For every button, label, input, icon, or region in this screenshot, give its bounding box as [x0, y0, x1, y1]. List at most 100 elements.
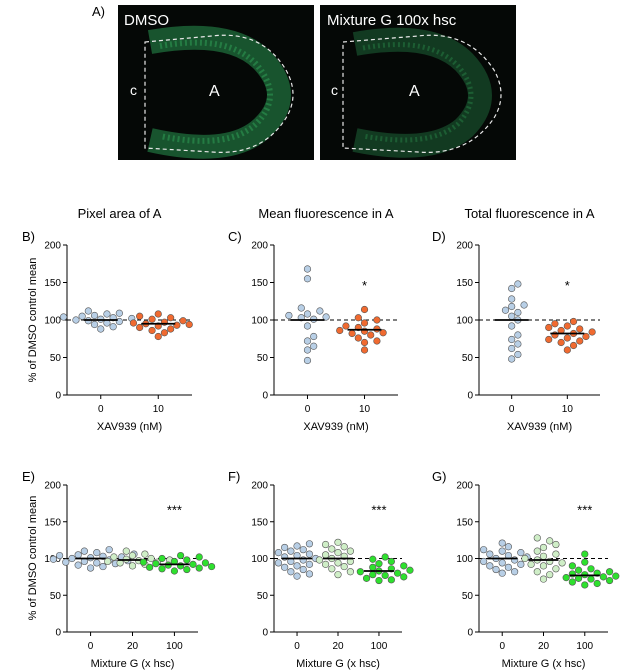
y-tick-label: 150	[456, 517, 473, 528]
data-point	[533, 547, 541, 555]
data-point	[381, 571, 389, 580]
x-tick-label: 10	[153, 404, 165, 415]
data-point	[552, 565, 560, 573]
data-point	[508, 284, 516, 293]
data-point	[508, 302, 516, 311]
data-point	[303, 275, 312, 283]
data-point	[274, 559, 283, 567]
data-point	[59, 313, 68, 321]
data-point	[303, 346, 312, 354]
data-point	[336, 326, 344, 335]
x-axis-title-g: Mixture G (x hsc)	[502, 658, 586, 670]
data-point	[514, 331, 522, 339]
chart-title-c: Mean fluorescence in A	[258, 206, 393, 221]
data-point	[189, 560, 197, 568]
panel-a-label: A)	[92, 4, 105, 19]
data-point	[581, 550, 589, 558]
y-tick-label: 100	[456, 316, 473, 327]
data-point	[568, 562, 576, 570]
data-point	[310, 332, 318, 341]
image-dmso-stain-texture	[159, 39, 273, 144]
data-point	[508, 322, 516, 330]
x-tick-label: 100	[166, 641, 183, 652]
data-point	[552, 540, 560, 549]
significance-marker-d: *	[565, 278, 570, 293]
data-point	[369, 571, 377, 579]
data-point	[539, 562, 548, 570]
significance-marker-g: ***	[577, 502, 592, 517]
data-point	[508, 344, 516, 353]
data-point	[158, 554, 166, 563]
chart-title-d: Total fluorescence in A	[464, 206, 594, 221]
data-point	[293, 572, 301, 580]
data-point	[299, 546, 307, 554]
significance-marker-e: ***	[167, 502, 182, 517]
x-tick-label: 0	[499, 641, 505, 652]
data-point	[346, 568, 355, 576]
data-point	[74, 561, 82, 569]
x-tick-label: 0	[88, 641, 94, 652]
data-point	[498, 547, 506, 555]
data-point	[141, 550, 149, 558]
data-point	[587, 565, 595, 573]
data-point	[49, 555, 57, 563]
image-dmso: DMSO A c	[118, 5, 314, 160]
data-point	[293, 542, 301, 550]
data-point	[533, 534, 541, 542]
x-tick-label: 100	[576, 641, 593, 652]
y-tick-label: 200	[251, 241, 268, 252]
y-tick-label: 100	[251, 316, 268, 327]
data-point	[563, 346, 571, 354]
data-point	[322, 551, 330, 559]
data-point	[517, 549, 525, 557]
data-point	[387, 557, 395, 566]
panel-a: A) DMSO A c Mixture G 100x hsc A c	[92, 4, 516, 160]
data-point	[400, 573, 408, 581]
data-point	[287, 547, 295, 555]
data-point	[340, 543, 348, 551]
data-point	[297, 304, 305, 312]
image-dmso-region-c: c	[130, 82, 137, 98]
y-tick-label: 200	[456, 241, 473, 252]
data-point	[74, 551, 82, 559]
data-point	[551, 320, 559, 328]
panel-label-d: D)	[432, 229, 446, 244]
panel-label-e: E)	[22, 469, 35, 484]
y-tick-label: 50	[50, 591, 62, 602]
x-axis-title-c: XAV939 (nM)	[303, 421, 368, 433]
data-point	[86, 564, 95, 572]
y-axis-title-row-1: % of DMSO control mean	[27, 258, 39, 383]
data-point	[546, 537, 554, 545]
data-point	[375, 560, 383, 568]
x-tick-label: 20	[127, 641, 139, 652]
y-tick-label: 150	[456, 278, 473, 289]
data-point	[97, 325, 105, 333]
y-tick-label: 0	[262, 628, 268, 639]
y-tick-label: 150	[44, 517, 61, 528]
data-point	[552, 550, 560, 558]
data-point	[160, 329, 169, 337]
data-point	[498, 539, 506, 547]
panel-label-f: F)	[228, 469, 240, 484]
y-tick-label: 200	[44, 481, 61, 492]
x-tick-label: 0	[98, 404, 104, 415]
data-point	[303, 356, 312, 365]
data-point	[110, 553, 118, 561]
data-point	[360, 305, 369, 314]
data-point	[360, 346, 369, 354]
data-point	[520, 301, 528, 309]
data-point	[109, 323, 117, 331]
data-point	[154, 332, 162, 341]
data-point	[167, 325, 175, 333]
panel-c: C) Mean fluorescence in A 0 50 100 150 200 0 10 X…	[228, 206, 398, 433]
data-point	[508, 295, 516, 303]
data-point	[281, 543, 289, 552]
y-tick-label: 0	[55, 628, 61, 639]
data-point	[581, 558, 589, 566]
data-point	[322, 560, 330, 568]
data-point	[498, 569, 506, 577]
data-point	[340, 562, 348, 571]
data-point	[511, 568, 519, 576]
data-point	[148, 326, 156, 335]
data-point	[360, 319, 369, 327]
